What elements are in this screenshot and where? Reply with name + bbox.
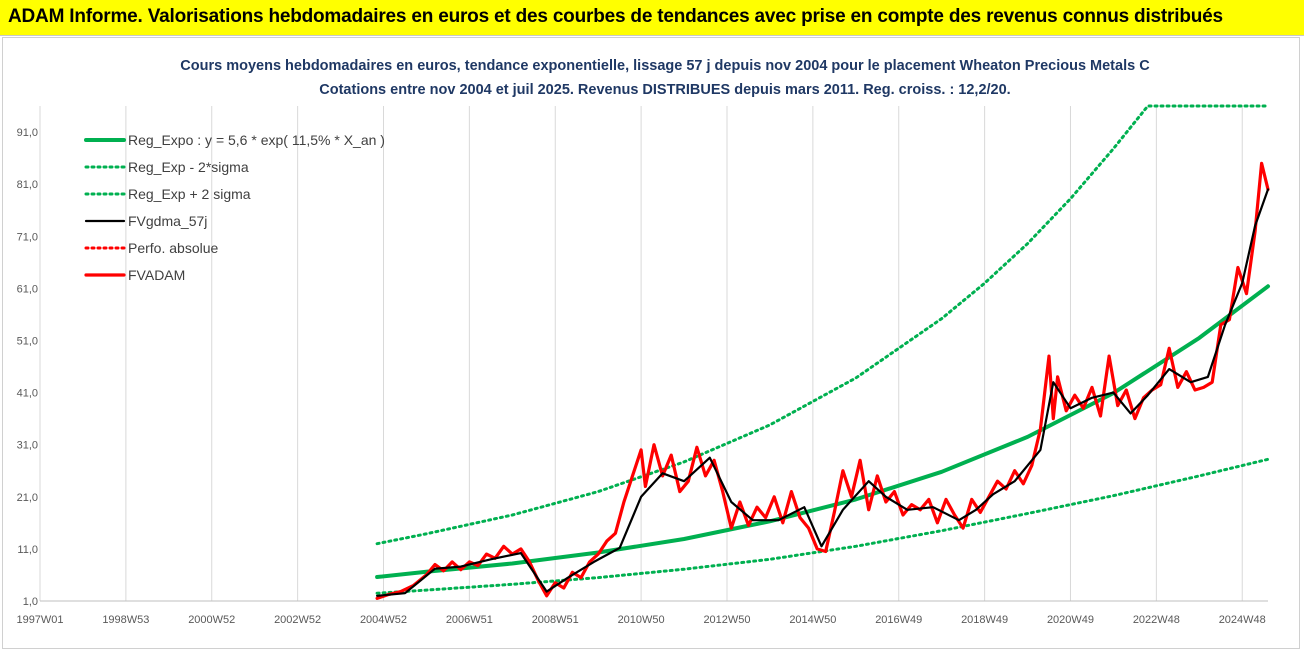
y-tick-label: 51,0 xyxy=(17,335,38,347)
y-tick-label: 91,0 xyxy=(17,127,38,139)
x-tick-label: 1997W01 xyxy=(16,614,63,626)
x-tick-label: 2022W48 xyxy=(1133,614,1180,626)
y-tick-label: 1,0 xyxy=(23,596,38,608)
y-tick-label: 11,0 xyxy=(17,544,38,556)
series-line-2 xyxy=(375,104,1270,546)
report-banner: ADAM Informe. Valorisations hebdomadaire… xyxy=(0,0,1304,36)
series-line-3 xyxy=(376,188,1270,597)
y-tick-label: 41,0 xyxy=(17,388,38,400)
y-tick-label: 31,0 xyxy=(17,440,38,452)
legend: Reg_Expo : y = 5,6 * exp( 11,5% * X_an )… xyxy=(84,132,385,283)
x-tick-label: 1998W53 xyxy=(102,614,149,626)
legend-label: FVADAM xyxy=(128,267,185,283)
chart-title: Cours moyens hebdomadaires en euros, ten… xyxy=(180,58,1150,74)
x-tick-label: 2012W50 xyxy=(703,614,750,626)
x-tick-label: 2020W49 xyxy=(1047,614,1094,626)
x-tick-label: 2002W52 xyxy=(274,614,321,626)
y-tick-label: 71,0 xyxy=(17,231,38,243)
series-line-1 xyxy=(375,457,1270,595)
legend-label: FVgdma_57j xyxy=(128,213,207,229)
legend-label: Reg_Exp - 2*sigma xyxy=(128,159,249,175)
x-tick-label: 2004W52 xyxy=(360,614,407,626)
series-line-5 xyxy=(375,161,1270,601)
legend-label: Perfo. absolue xyxy=(128,240,218,256)
series-line-0 xyxy=(375,284,1270,579)
legend-label: Reg_Exp + 2 sigma xyxy=(128,186,251,202)
x-tick-label: 2016W49 xyxy=(875,614,922,626)
series-lines xyxy=(375,104,1270,601)
x-tick-label: 2000W52 xyxy=(188,614,235,626)
gridlines xyxy=(39,106,1243,601)
report-title: ADAM Informe. Valorisations hebdomadaire… xyxy=(8,6,1223,27)
legend-label: Reg_Expo : y = 5,6 * exp( 11,5% * X_an ) xyxy=(128,132,385,148)
x-tick-label: 2008W51 xyxy=(532,614,579,626)
chart-frame xyxy=(2,37,1300,649)
axes: 1997W01 1998W53 2000W52 2002W52 2004W52 2006W… xyxy=(16,127,1268,626)
y-tick-label: 21,0 xyxy=(17,492,38,504)
x-tick-label: 2024W48 xyxy=(1219,614,1266,626)
x-tick-label: 2006W51 xyxy=(446,614,493,626)
y-tick-label: 61,0 xyxy=(17,283,38,295)
x-tick-label: 2018W49 xyxy=(961,614,1008,626)
y-tick-label: 81,0 xyxy=(17,179,38,191)
x-tick-label: 2010W50 xyxy=(618,614,665,626)
x-tick-label: 2014W50 xyxy=(789,614,836,626)
chart-subtitle: Cotations entre nov 2004 et juil 2025. R… xyxy=(319,82,1010,98)
